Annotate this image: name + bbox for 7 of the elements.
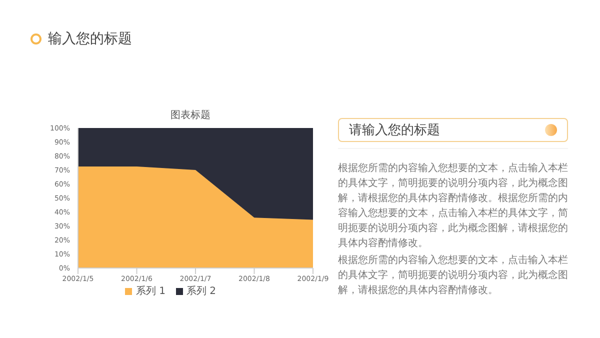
chart-subtitle: 图表标题 <box>170 108 212 122</box>
text: 根据您所需的内容输入您想要的文本，点击输入本栏的具体文字，简明扼要的说明分项内容，此为概念图解，请根据您的具体内容酌情修改。 <box>338 254 568 298</box>
text: 请输入您的标题 <box>349 122 440 139</box>
legend-label: 系列 1 <box>136 286 166 297</box>
legend-label: 系列 2 <box>186 286 216 297</box>
chart-title: 输入您的标题 <box>48 30 132 48</box>
text: 根据您所需的内容输入您想要的文本，点击输入本栏的具体文字，简明扼要的说明分项内容，此为概念图解，请根据您的具体内容酌情修改。根据您所需的内容输入您想要的文本，点击输入本栏的具体文字，简明扼要的说明分项内容，此为概念图解，请根据您的具体内容酌情修改。 <box>338 162 568 251</box>
